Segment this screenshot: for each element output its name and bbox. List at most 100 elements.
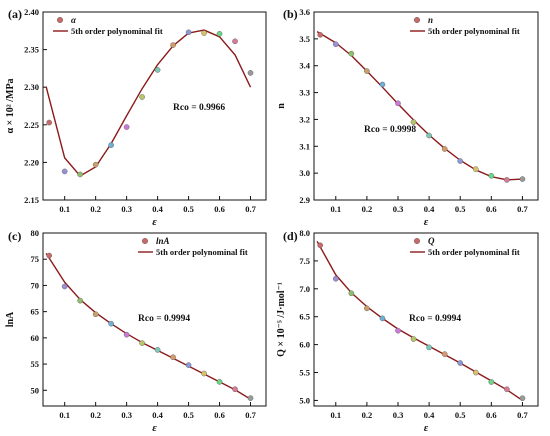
data-point [364, 305, 370, 312]
data-point [61, 168, 68, 175]
x-tick-label: 0.5 [455, 204, 466, 214]
rco-annotation: Rco = 0.9994 [138, 314, 190, 324]
data-point [504, 177, 510, 183]
y-tick-label: 3.5 [299, 34, 310, 44]
x-tick-label: 0.2 [90, 410, 101, 420]
y-tick-label: 70 [31, 280, 40, 290]
data-point [216, 379, 223, 385]
legend-marker [57, 17, 64, 24]
x-tick-label: 0.6 [214, 410, 225, 420]
x-tick-label: 0.4 [152, 410, 163, 420]
data-point [519, 395, 526, 401]
y-tick-label: 3.6 [299, 7, 310, 17]
y-tick-label: 50 [31, 385, 40, 395]
legend-line-label: 5th order polynominal fit [428, 247, 520, 257]
y-tick-label: 65 [31, 307, 40, 317]
y-tick-label: 75 [31, 254, 40, 264]
data-point [108, 142, 114, 148]
data-point [441, 351, 448, 357]
y-tick-label: 5.0 [299, 395, 310, 405]
y-axis-label: Q × 10⁻⁵ /J·mol⁻¹ [276, 282, 287, 357]
fit-curve [45, 252, 251, 400]
x-axis-label: ε [152, 216, 157, 228]
plot-frame [313, 232, 539, 407]
x-tick-label: 0.7 [245, 204, 256, 214]
y-tick-label: 2.30 [24, 82, 39, 92]
y-axis-label: n [276, 103, 287, 109]
y-tick-label: 5.5 [299, 368, 310, 378]
x-tick-label: 0.6 [214, 204, 225, 214]
x-tick-label: 0.4 [424, 410, 435, 420]
data-point [247, 70, 254, 76]
data-point [216, 31, 223, 37]
y-tick-label: 6.0 [299, 340, 310, 350]
x-tick-label: 0.6 [486, 204, 497, 214]
data-point [519, 176, 526, 182]
x-tick-label: 0.7 [245, 410, 256, 420]
data-point [457, 158, 464, 164]
y-axis-label: lnA [5, 311, 16, 327]
data-point [426, 132, 432, 139]
plot-frame [42, 11, 267, 201]
panel-label: (b) [283, 7, 298, 21]
plot-frame [42, 232, 267, 407]
data-point [170, 42, 176, 48]
legend-marker [141, 237, 148, 244]
x-tick-label: 0.3 [121, 410, 132, 420]
x-tick-label: 0.1 [330, 204, 341, 214]
data-point [201, 30, 207, 36]
y-tick-label: 55 [31, 359, 40, 369]
data-point [395, 327, 401, 334]
data-point [317, 242, 324, 249]
data-point [441, 146, 448, 152]
chart-panel-2: (c) 0.1 0.2 0.3 0.4 0.5 0.6 0.7 50 55 60 65 70 75 80 ε l… [5, 228, 267, 434]
data-point [379, 315, 386, 322]
data-point [170, 354, 176, 361]
data-point [317, 32, 324, 38]
data-point [154, 347, 161, 353]
y-axis-label: α × 10² /MPa [5, 78, 16, 133]
data-point [46, 252, 52, 259]
y-tick-label: 2.35 [24, 45, 39, 55]
data-point [154, 67, 161, 73]
legend-marker-label: α [71, 15, 77, 25]
data-point [139, 94, 145, 100]
y-tick-label: 7.5 [299, 256, 310, 266]
data-point [92, 161, 99, 168]
x-tick-label: 0.5 [183, 204, 194, 214]
data-point [426, 344, 432, 351]
fit-curve [45, 29, 252, 177]
data-point [472, 369, 479, 376]
x-tick-label: 0.4 [424, 204, 435, 214]
data-point [488, 379, 495, 385]
data-point [139, 340, 145, 346]
x-tick-label: 0.1 [59, 410, 70, 420]
x-tick-label: 0.3 [393, 410, 404, 420]
y-tick-label: 2.20 [24, 157, 39, 167]
data-point [232, 386, 238, 393]
data-point [379, 81, 386, 88]
x-axis-label: ε [424, 422, 429, 434]
legend-marker-label: n [428, 15, 433, 25]
legend-line-label: 5th order polynominal fit [71, 26, 163, 36]
y-tick-label: 80 [31, 228, 40, 238]
x-tick-label: 0.4 [152, 204, 163, 214]
y-tick-label: 7.0 [299, 284, 310, 294]
data-point [410, 119, 417, 125]
x-tick-label: 0.7 [517, 410, 528, 420]
data-point [410, 336, 417, 342]
panel-label: (a) [8, 7, 22, 21]
data-point [504, 386, 510, 393]
data-point [232, 38, 238, 45]
data-point [395, 100, 401, 107]
x-tick-label: 0.5 [183, 410, 194, 420]
legend-marker-label: lnA [156, 236, 170, 246]
x-tick-label: 0.1 [330, 410, 341, 420]
y-tick-label: 6.5 [299, 312, 310, 322]
data-point [332, 275, 339, 282]
data-point [77, 171, 83, 178]
x-tick-label: 0.7 [517, 204, 528, 214]
rco-annotation: Rco = 0.9966 [173, 103, 225, 113]
y-tick-label: 3.0 [299, 168, 310, 178]
